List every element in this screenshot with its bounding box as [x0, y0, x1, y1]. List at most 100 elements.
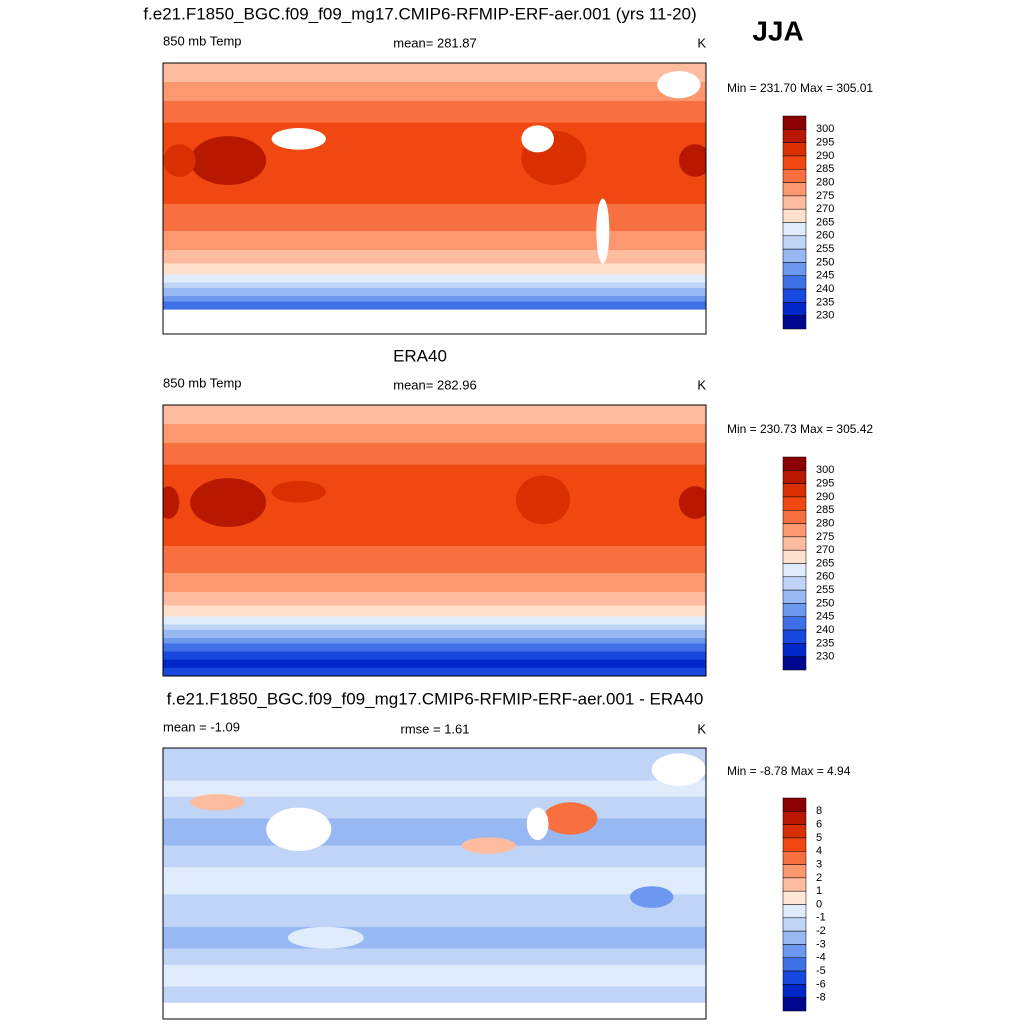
- map-feature: [521, 125, 554, 153]
- colorbar-label: 285: [816, 163, 834, 175]
- colorbar-label: 275: [816, 531, 834, 543]
- map-band: [163, 263, 706, 275]
- colorbar-swatch: [782, 811, 807, 825]
- colorbar-label: 275: [816, 190, 834, 202]
- colorbar-label: -3: [816, 938, 826, 950]
- colorbar-label: 255: [816, 243, 834, 255]
- colorbar-label: 235: [816, 637, 834, 649]
- colorbar-label: -6: [816, 978, 826, 990]
- colorbar-label: 300: [816, 464, 834, 476]
- colorbar-label: 240: [816, 283, 834, 295]
- panel-center-label: mean= 282.96: [393, 377, 476, 392]
- map-band: [163, 203, 706, 232]
- map-band: [163, 274, 706, 284]
- panel-units: K: [697, 377, 706, 392]
- colorbar-swatch: [782, 483, 807, 498]
- panel-title: f.e21.F1850_BGC.f09_f09_mg17.CMIP6-RFMIP…: [143, 4, 696, 23]
- map-band: [163, 100, 706, 124]
- min-max-label: Min = -8.78 Max = 4.94: [727, 764, 851, 778]
- map-band: [163, 964, 706, 987]
- map-feature: [287, 926, 364, 949]
- map-frame: [162, 62, 707, 335]
- colorbar-swatch: [782, 288, 807, 303]
- colorbar-swatch: [782, 970, 807, 985]
- colorbar-label: 270: [816, 203, 834, 215]
- map-feature: [515, 475, 571, 525]
- season-label: JJA: [752, 15, 803, 46]
- colorbar-swatch: [782, 603, 807, 617]
- colorbar-label: 8: [816, 805, 822, 817]
- map-band: [163, 659, 706, 669]
- map-feature: [543, 802, 598, 835]
- panel-units: K: [697, 35, 706, 50]
- colorbar-swatch: [782, 944, 807, 958]
- colorbar-swatch: [782, 576, 807, 591]
- map-band: [163, 249, 706, 265]
- map-band: [163, 643, 706, 653]
- colorbar-swatch: [782, 470, 807, 484]
- panel-title: ERA40: [393, 346, 447, 365]
- panel: f.e21.F1850_BGC.f09_f09_mg17.CMIP6-RFMIP…: [162, 689, 851, 1020]
- map-band: [163, 301, 706, 311]
- map-feature: [657, 71, 701, 99]
- map-band: [163, 405, 706, 425]
- map-feature: [678, 144, 706, 177]
- map-band: [163, 629, 706, 639]
- colorbar-label: 235: [816, 296, 834, 308]
- panel-center-label: mean= 281.87: [393, 35, 476, 50]
- panel-center-label: rmse = 1.61: [400, 721, 469, 736]
- map-feature: [651, 753, 706, 786]
- map-feature: [678, 486, 706, 519]
- colorbar-label: 5: [816, 832, 822, 844]
- colorbar-swatch: [782, 930, 807, 945]
- colorbar-swatch: [782, 456, 807, 471]
- map-band: [163, 748, 706, 782]
- colorbar-swatch: [782, 656, 807, 671]
- colorbar-swatch: [782, 616, 807, 631]
- map-feature: [190, 794, 245, 811]
- colorbar-label: 290: [816, 491, 834, 503]
- panel-left-label: mean = -1.09: [163, 719, 240, 734]
- colorbar-swatch: [782, 195, 807, 210]
- colorbar-swatch: [782, 523, 807, 538]
- colorbar-swatch: [782, 536, 807, 551]
- colorbar-label: 265: [816, 216, 834, 228]
- colorbar-swatch: [782, 155, 807, 170]
- map: [163, 63, 706, 334]
- colorbar-label: 3: [816, 858, 822, 870]
- colorbar-swatch: [782, 864, 807, 879]
- map: [163, 405, 706, 676]
- map-feature: [461, 837, 516, 854]
- map-feature: [163, 486, 180, 519]
- colorbar-label: 230: [816, 310, 834, 322]
- colorbar-swatch: [782, 549, 807, 564]
- map: [163, 748, 706, 1019]
- colorbar-label: 260: [816, 230, 834, 242]
- colorbar-swatch: [782, 222, 807, 237]
- map-band: [163, 1002, 706, 1019]
- panel-title: f.e21.F1850_BGC.f09_f09_mg17.CMIP6-RFMIP…: [167, 689, 704, 708]
- map-band: [163, 796, 706, 819]
- map-band: [163, 780, 706, 798]
- map-frame: [162, 404, 707, 677]
- colorbar-label: 255: [816, 584, 834, 596]
- map-feature: [271, 128, 326, 150]
- map-feature: [266, 807, 332, 851]
- colorbar-label: 240: [816, 624, 834, 636]
- colorbar-swatch: [782, 837, 807, 852]
- colorbar-label: 300: [816, 123, 834, 135]
- map-band: [163, 591, 706, 607]
- colorbar-label: -2: [816, 925, 826, 937]
- map-band: [163, 845, 706, 868]
- map-feature: [190, 478, 267, 527]
- colorbar-swatch: [782, 302, 807, 316]
- colorbar-label: -8: [816, 992, 826, 1004]
- colorbar-swatch: [782, 142, 807, 157]
- colorbar-label: 290: [816, 150, 834, 162]
- colorbar-label: 280: [816, 517, 834, 529]
- colorbar-label: 280: [816, 176, 834, 188]
- colorbar-swatch: [782, 115, 807, 130]
- panel: f.e21.F1850_BGC.f09_f09_mg17.CMIP6-RFMIP…: [143, 4, 873, 335]
- colorbar-label: 0: [816, 898, 822, 910]
- colorbar-swatch: [782, 510, 807, 524]
